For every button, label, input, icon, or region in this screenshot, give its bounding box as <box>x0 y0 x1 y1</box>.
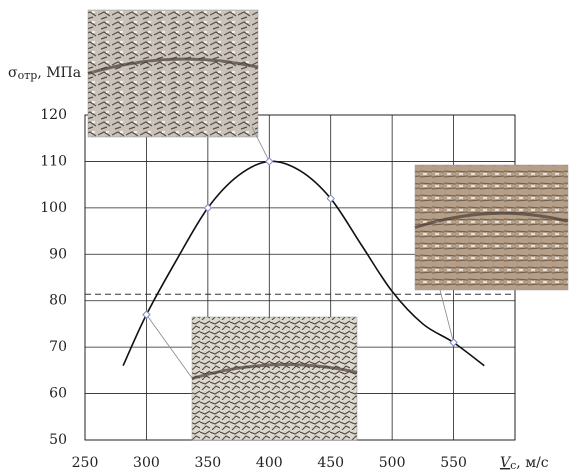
x-axis-label: Vс, м/с <box>500 455 549 472</box>
x-tick-label: 300 <box>133 455 160 471</box>
point <box>142 310 151 319</box>
micrograph-band <box>87 57 259 75</box>
x-tick-label: 400 <box>256 455 283 471</box>
y-tick-label: 60 <box>49 386 67 402</box>
y-tick-label: 70 <box>49 339 67 355</box>
micrograph <box>414 164 569 291</box>
y-tick-label: 50 <box>49 432 67 448</box>
point <box>449 338 458 347</box>
leader-line <box>146 314 193 379</box>
micrograph <box>191 316 358 441</box>
micrograph <box>87 9 259 138</box>
curve <box>122 160 485 367</box>
micrograph-band <box>414 211 569 229</box>
x-tick-label: 500 <box>379 455 406 471</box>
leader-line <box>439 289 454 343</box>
micrograph-band <box>191 362 358 380</box>
point <box>326 194 335 203</box>
x-tick-label: 450 <box>317 455 344 471</box>
y-tick-label: 80 <box>49 293 67 309</box>
y-tick-label: 110 <box>40 153 67 169</box>
leader-line <box>251 126 270 162</box>
y-tick-label: 90 <box>49 246 67 262</box>
x-tick-label: 250 <box>72 455 99 471</box>
y-tick-label: 100 <box>40 200 67 216</box>
x-tick-label: 550 <box>440 455 467 471</box>
y-axis-label: σотр, МПа <box>8 65 81 82</box>
point <box>203 203 213 213</box>
x-tick-label: 350 <box>194 455 221 471</box>
y-tick-label: 120 <box>40 107 67 123</box>
point <box>265 157 274 166</box>
